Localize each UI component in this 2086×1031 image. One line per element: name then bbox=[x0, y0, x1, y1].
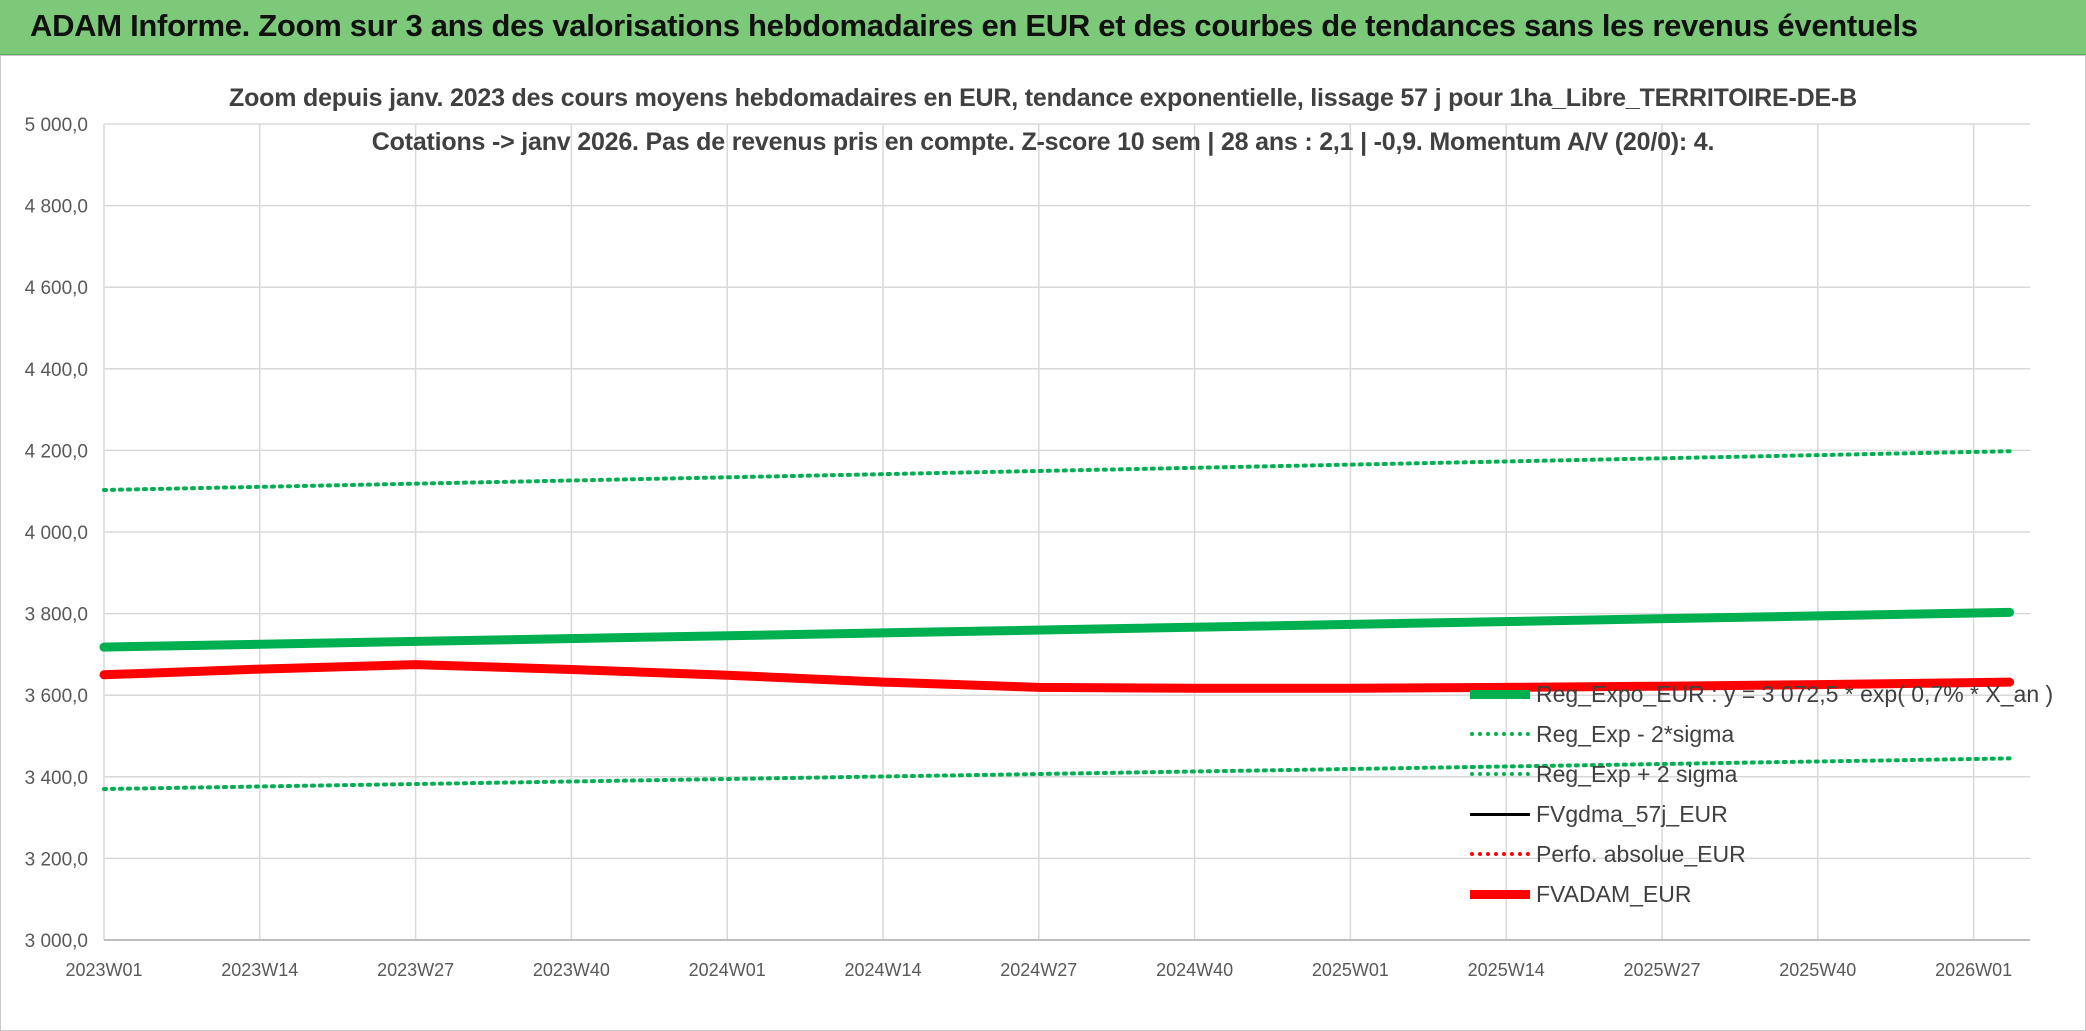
legend-label: Reg_Exp + 2 sigma bbox=[1536, 761, 1738, 787]
x-tick-label: 2025W01 bbox=[1312, 960, 1389, 980]
series-line-5 bbox=[99, 660, 2015, 693]
x-tick-label: 2025W40 bbox=[1779, 960, 1856, 980]
legend-label: FVADAM_EUR bbox=[1536, 881, 1692, 907]
legend-label: Reg_Exp - 2*sigma bbox=[1536, 721, 1735, 747]
x-tick-label: 2025W27 bbox=[1623, 960, 1700, 980]
y-tick-label: 3 200,0 bbox=[25, 849, 88, 870]
chart-title: Zoom depuis janv. 2023 des cours moyens … bbox=[229, 84, 1857, 112]
legend-swatch bbox=[1470, 732, 1530, 736]
legend-item: Perfo. absolue_EUR bbox=[1470, 836, 2030, 876]
legend-item: FVgdma_57j_EUR bbox=[1470, 796, 2030, 836]
x-tick-label: 2023W27 bbox=[377, 960, 454, 980]
chart-series bbox=[99, 449, 2015, 791]
legend-label: Perfo. absolue_EUR bbox=[1536, 841, 1746, 867]
chart-subtitle: Cotations -> janv 2026. Pas de revenus p… bbox=[371, 128, 1715, 156]
x-tick-label: 2023W14 bbox=[221, 960, 298, 980]
x-tick-label: 2024W14 bbox=[844, 960, 921, 980]
report-banner: ADAM Informe. Zoom sur 3 ans des valoris… bbox=[0, 0, 2086, 55]
y-tick-label: 4 200,0 bbox=[25, 441, 88, 462]
y-axis: 3 000,0 3 200,0 3 400,0 3 600,0 3 800,0 4 000… bbox=[25, 115, 88, 952]
y-tick-label: 3 000,0 bbox=[25, 931, 88, 952]
legend-label: FVgdma_57j_EUR bbox=[1536, 801, 1728, 827]
y-tick-label: 4 000,0 bbox=[25, 523, 88, 544]
x-tick-label: 2024W40 bbox=[1156, 960, 1233, 980]
x-tick-label: 2023W40 bbox=[533, 960, 610, 980]
series-line-0 bbox=[99, 607, 2015, 652]
legend-swatch bbox=[1470, 889, 1530, 899]
y-tick-label: 3 600,0 bbox=[25, 686, 88, 707]
chart-legend: Reg_Expo_EUR : y = 3 072,5 * exp( 0,7% *… bbox=[1470, 676, 2053, 916]
legend-swatch bbox=[1470, 812, 1530, 816]
legend-item: Reg_Expo_EUR : y = 3 072,5 * exp( 0,7% *… bbox=[1470, 676, 2053, 716]
y-tick-label: 4 600,0 bbox=[25, 278, 88, 299]
y-tick-label: 4 400,0 bbox=[25, 360, 88, 381]
report-title: ADAM Informe. Zoom sur 3 ans des valoris… bbox=[30, 8, 1918, 43]
chart-area bbox=[0, 55, 2086, 1031]
legend-swatch bbox=[1470, 689, 1530, 699]
y-tick-label: 3 400,0 bbox=[25, 768, 88, 789]
legend-item: Reg_Exp + 2 sigma bbox=[1470, 756, 2030, 796]
x-tick-label: 2026W01 bbox=[1935, 960, 2012, 980]
series-line-1 bbox=[102, 756, 2012, 791]
legend-label: Reg_Expo_EUR : y = 3 072,5 * exp( 0,7% *… bbox=[1536, 681, 2054, 707]
y-tick-label: 3 800,0 bbox=[25, 605, 88, 626]
y-tick-label: 5 000,0 bbox=[25, 115, 88, 136]
legend-item: FVADAM_EUR bbox=[1470, 876, 2030, 916]
x-tick-label: 2025W14 bbox=[1468, 960, 1545, 980]
x-tick-label: 2023W01 bbox=[65, 960, 142, 980]
x-axis: 2023W01 2023W14 2023W27 2023W40 2024W01 2024W… bbox=[65, 939, 2030, 980]
legend-item: Reg_Exp - 2*sigma bbox=[1470, 716, 2030, 756]
y-tick-label: 4 800,0 bbox=[25, 197, 88, 218]
legend-swatch bbox=[1470, 772, 1530, 776]
x-tick-label: 2024W27 bbox=[1000, 960, 1077, 980]
series-line-2 bbox=[102, 449, 2012, 492]
legend-swatch bbox=[1470, 852, 1530, 856]
x-tick-label: 2024W01 bbox=[689, 960, 766, 980]
